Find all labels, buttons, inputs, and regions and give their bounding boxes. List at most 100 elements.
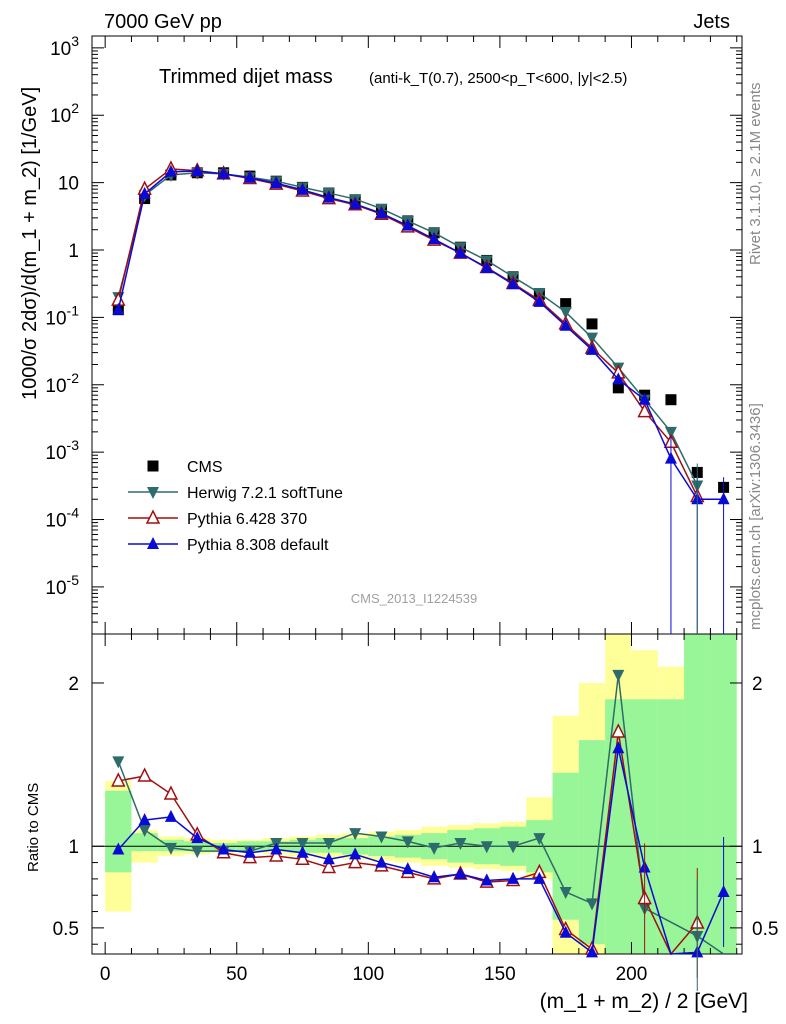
ratio-point-pythia8	[559, 925, 572, 938]
x-tick-label: 0	[100, 964, 111, 985]
y-tick-label: 10-3	[45, 437, 79, 464]
ratio-y-tick-label-right: 1	[752, 837, 763, 858]
series-line-pythia8	[117, 170, 724, 500]
data-point-pythia8	[243, 170, 256, 183]
y-tick-label: 10-4	[45, 505, 79, 532]
data-point-herwig	[586, 332, 598, 345]
mcplots-label: mcplots.cern.ch [arXiv:1306.3436]	[747, 403, 764, 630]
ratio-point-herwig	[138, 824, 151, 837]
ratio-point-pythia8	[322, 852, 335, 865]
ratio-point-pythia8	[296, 845, 309, 858]
y-tick-label: 10-5	[45, 572, 79, 599]
ratio-point-pythia6	[137, 767, 152, 782]
ratio-point-herwig	[191, 846, 204, 859]
ratio-point-pythia8	[507, 871, 520, 884]
ratio-point-pythia8	[375, 855, 388, 868]
y-tick-label: 102	[50, 100, 79, 127]
ratio-point-herwig	[612, 669, 625, 682]
chart-subtitle: (anti-k_T(0.7), 2500<p_T<600, |y|<2.5)	[369, 70, 627, 87]
legend-marker-herwig	[147, 487, 159, 499]
data-point-pythia8	[164, 164, 177, 177]
data-point-cms	[612, 382, 624, 394]
data-point-pythia8	[401, 218, 414, 231]
data-point-pythia8	[454, 246, 467, 259]
band-green	[578, 740, 606, 945]
y-tick-label: 10-2	[45, 370, 79, 397]
data-point-pythia8	[638, 392, 651, 405]
ratio-point-pythia8	[428, 870, 441, 883]
ratio-point-herwig	[375, 831, 388, 844]
ratio-point-pythia8	[164, 809, 177, 822]
ratio-point-pythia8	[454, 867, 467, 879]
x-tick-label: 100	[352, 964, 384, 985]
ratio-point-pythia8	[243, 845, 256, 858]
ratio-point-pythia8	[533, 871, 546, 884]
legend-marker-pythia6	[145, 509, 161, 524]
data-point-pythia8	[480, 261, 493, 274]
ratio-point-pythia8	[191, 831, 204, 844]
header-right: Jets	[693, 11, 730, 33]
data-point-pythia8	[191, 164, 204, 177]
y-axis-label-ratio: Ratio to CMS	[25, 783, 42, 872]
ratio-point-pythia8	[349, 847, 362, 860]
ratio-point-herwig	[322, 837, 335, 850]
ratio-point-pythia6	[163, 785, 179, 800]
data-point-pythia8	[270, 176, 283, 189]
data-point-pythia8	[112, 302, 125, 315]
data-point-pythia8	[322, 190, 335, 203]
ratio-y-tick-label-right: 2	[752, 674, 763, 695]
header-left: 7000 GeV pp	[104, 11, 222, 33]
legend-label-pythia6: Pythia 6.428 370	[187, 511, 307, 528]
ratio-point-herwig	[401, 836, 414, 849]
data-point-pythia8	[612, 372, 625, 385]
y-tick-label: 10	[58, 174, 79, 195]
ratio-point-herwig	[480, 841, 493, 854]
band-green	[105, 790, 132, 873]
y-tick-label: 10-1	[45, 302, 79, 329]
ratio-point-pythia8	[138, 813, 151, 826]
data-point-pythia8	[533, 294, 546, 307]
data-point-pythia8	[138, 186, 151, 199]
ratio-point-herwig	[559, 886, 572, 899]
ratio-point-pythia6	[295, 850, 310, 866]
ratio-point-herwig	[454, 837, 467, 850]
y-axis-label-main: 1000/σ 2dσ)/d(m_1 + m_2) [1/GeV]	[19, 87, 41, 400]
legend-label-herwig: Herwig 7.2.1 softTune	[187, 485, 343, 502]
band-green	[657, 699, 685, 954]
x-axis-label: (m_1 + m_2) / 2 [GeV]	[540, 990, 748, 1013]
x-tick-label: 50	[226, 964, 247, 985]
legend-label-pythia8: Pythia 8.308 default	[187, 537, 329, 554]
legend-label-cms: CMS	[187, 459, 223, 476]
ratio-point-herwig	[586, 898, 598, 911]
ratio-point-pythia6	[611, 723, 626, 738]
ratio-point-herwig	[164, 842, 177, 855]
ratio-point-pythia8	[270, 842, 283, 855]
ratio-point-pythia8	[586, 945, 598, 958]
ratio-point-pythia6	[347, 853, 363, 869]
legend-marker-pythia8	[147, 537, 159, 549]
ratio-point-pythia6	[111, 772, 126, 787]
data-point-herwig	[664, 426, 677, 439]
data-point-pythia8	[349, 197, 362, 210]
data-point-pythia6	[637, 402, 652, 418]
data-point-pythia8	[296, 182, 309, 195]
axes: 0 50 100 150 20010310210110-110-210-310-410-…	[45, 33, 778, 985]
x-tick-label: 150	[484, 964, 516, 985]
ratio-line-pythia8	[117, 748, 725, 955]
ratio-point-herwig	[112, 756, 125, 769]
ratio-point-pythia8	[217, 842, 230, 855]
ratio-point-pythia8	[612, 741, 625, 754]
watermark: CMS_2013_I1224539	[351, 591, 478, 606]
data-point-cms	[586, 318, 598, 330]
data-point-pythia8	[559, 318, 572, 331]
data-point-pythia8	[428, 232, 441, 245]
ratio-point-pythia8	[112, 842, 125, 855]
legend-marker-cms	[147, 460, 159, 472]
ratio-point-herwig	[296, 837, 309, 850]
data-point-cms	[560, 298, 572, 310]
ratio-point-pythia6	[321, 858, 337, 874]
ratio-point-herwig	[507, 841, 520, 854]
data-point-herwig	[559, 307, 572, 320]
data-point-pythia8	[586, 342, 598, 355]
